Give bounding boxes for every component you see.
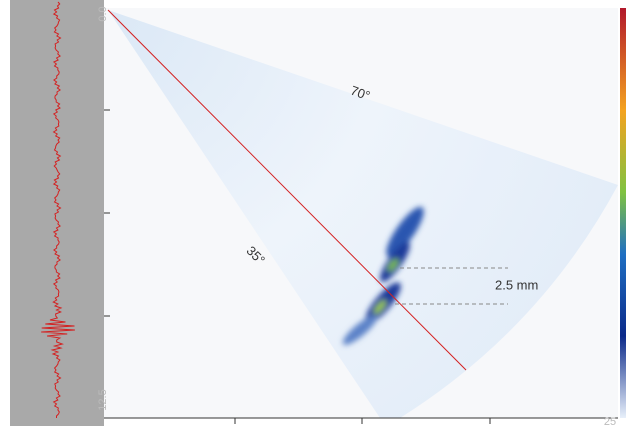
scan-view: 2.5 mm 70° 35° 0.0 12.5 25 (0, 0, 628, 426)
y-axis-label: 12.5 (97, 389, 109, 410)
y-axis-label: 0.0 (97, 6, 109, 21)
measurement-label: 2.5 mm (495, 277, 538, 292)
color-bar (620, 8, 626, 418)
x-axis-label: 25 (604, 416, 616, 426)
